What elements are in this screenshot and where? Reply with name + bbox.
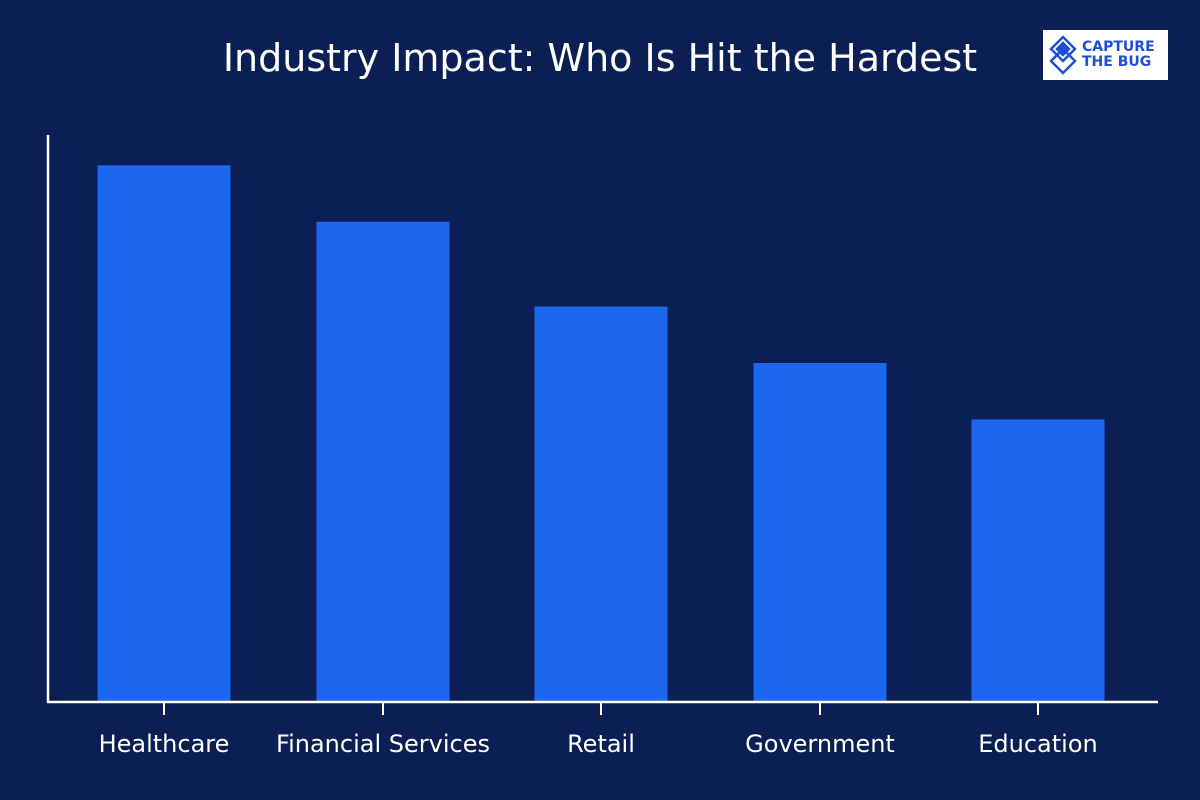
x-tick-label: Education (978, 730, 1097, 758)
chart-title: Industry Impact: Who Is Hit the Hardest (222, 36, 978, 80)
x-tick-label: Financial Services (276, 730, 490, 758)
logo-text: CAPTURE THE BUG (1082, 40, 1155, 70)
bug-diamond-icon (1049, 35, 1077, 75)
x-tick-label: Retail (567, 730, 635, 758)
capture-the-bug-logo: CAPTURE THE BUG (1043, 30, 1168, 80)
x-tick-label: Healthcare (99, 730, 230, 758)
x-tick-label: Government (745, 730, 895, 758)
bar-retail (534, 306, 668, 702)
logo-text-line2: THE BUG (1082, 54, 1152, 70)
bar-education (971, 419, 1105, 702)
logo-text-line1: CAPTURE (1082, 39, 1155, 55)
bar-government (753, 363, 887, 702)
bar-financial-services (316, 221, 450, 702)
bar-healthcare (97, 165, 231, 702)
